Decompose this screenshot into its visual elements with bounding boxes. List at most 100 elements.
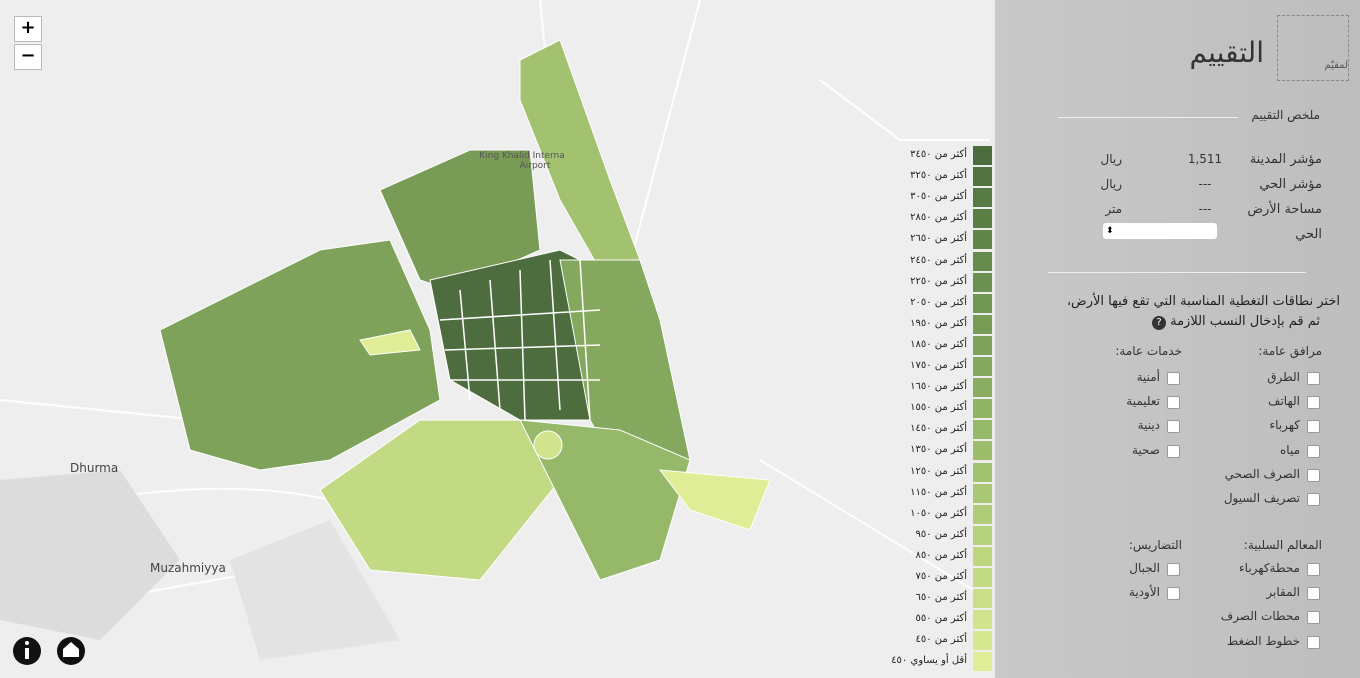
group-heading: التضاريس: [1128, 538, 1182, 552]
legend-label: أكثر من ٩٥٠ [915, 528, 967, 540]
district-select[interactable]: ⬍ [1103, 223, 1217, 239]
zoom-in[interactable]: + [14, 16, 42, 42]
divider [1058, 117, 1238, 118]
legend-swatch [973, 399, 992, 419]
row-label: مؤشر المدينة [1249, 152, 1322, 167]
info-button[interactable] [13, 637, 41, 665]
legend-label: أكثر من ١٩٥٠ [910, 317, 967, 329]
checkbox[interactable] [1307, 587, 1320, 601]
row-unit: ريال [1100, 152, 1122, 166]
checkbox[interactable] [1307, 635, 1320, 649]
airport-label: Airport [520, 161, 551, 171]
legend-label: أكثر من ٣٠٥٠ [910, 191, 967, 203]
legend-swatch [973, 441, 992, 461]
legend-swatch [973, 420, 992, 440]
checkbox[interactable] [1307, 396, 1320, 410]
legend-swatch [973, 293, 992, 313]
map: King Khalid Interna Airport Dhurma Muzah… [0, 0, 991, 665]
legend-label: أكثر من ٧٥٠ [915, 571, 967, 582]
legend-label: أكثر من ١٢٥٠ [910, 465, 967, 477]
checkbox-label: الجبال [1129, 561, 1160, 575]
checkbox[interactable] [1167, 420, 1180, 434]
checkbox-label: محطات الصرف [1220, 609, 1300, 624]
legend-swatch [973, 462, 992, 482]
legend-label: أكثر من ١١٥٠ [910, 486, 967, 498]
legend-label: أكثر من ١٠٥٠ [910, 507, 967, 519]
checkbox[interactable] [1167, 563, 1180, 576]
legend-swatch [973, 188, 992, 208]
checkbox-label: تصريف السيول [1223, 491, 1300, 505]
legend-label: أكثر من ٢٨٥٠ [910, 212, 967, 224]
checkbox-label: المقابر [1266, 585, 1300, 600]
checkbox-label: دينية [1137, 418, 1160, 433]
checkbox[interactable] [1167, 587, 1180, 601]
checkbox-label: أمنية [1136, 370, 1160, 384]
checkbox[interactable] [1167, 396, 1180, 410]
checkbox[interactable] [1307, 444, 1320, 458]
logo-text: لمقيّم [1324, 60, 1348, 71]
side-panel: لمقيّم التقييم ملخص التقييم الحي ⬍ اختر … [995, 0, 1360, 678]
checkbox-label: الطرق [1267, 370, 1300, 384]
group-heading: المعالم السلبية: [1243, 538, 1322, 552]
checkbox[interactable] [1307, 563, 1320, 576]
instructions: ثم قم بإدخال النسب اللازمة ? [1151, 314, 1320, 330]
legend-swatch [973, 167, 992, 187]
legend-label: أكثر من ١٨٥٠ [910, 338, 967, 350]
legend-swatch [973, 230, 992, 250]
legend-swatch [973, 251, 992, 271]
legend-label: أكثر من ٣٢٥٠ [910, 170, 967, 182]
legend-swatch [973, 525, 992, 545]
legend-label: أكثر من ٢٤٥٠ [910, 254, 967, 266]
help-icon[interactable]: ? [1151, 316, 1166, 330]
checkbox-label: الأودية [1128, 585, 1160, 600]
legend-label: أكثر من ١٣٥٠ [910, 444, 967, 456]
district-label: الحي [1295, 227, 1322, 242]
row-unit: ريال [1100, 177, 1122, 191]
legend-label: أكثر من ٣٤٥٠ [910, 149, 967, 160]
legend-label: أكثر من ٦٥٠ [915, 592, 967, 604]
home-button[interactable] [57, 637, 85, 665]
legend-swatch [973, 272, 992, 292]
legend-label: أقل أو يساوي ٤٥٠ [891, 655, 967, 667]
zoom-out[interactable]: − [14, 44, 42, 70]
checkbox[interactable] [1307, 611, 1320, 625]
instructions: اختر نطاقات التغطية المناسبة التي تقع في… [1066, 294, 1340, 309]
checkbox[interactable] [1167, 444, 1180, 458]
checkbox-label: مياه [1280, 442, 1300, 457]
place-label: Dhurma [70, 461, 118, 475]
row-value: --- [1198, 177, 1212, 191]
legend-label: أكثر من ١٥٥٠ [910, 402, 967, 414]
logo [1277, 15, 1349, 81]
summary-heading: ملخص التقييم [1251, 108, 1320, 122]
checkbox[interactable] [1307, 468, 1320, 482]
legend-label: أكثر من ٢٦٥٠ [910, 233, 967, 245]
row-label: مؤشر الحي [1259, 177, 1322, 192]
legend-label: أكثر من ٢٢٥٠ [910, 275, 967, 287]
legend-swatch [973, 589, 992, 609]
group-heading: خدمات عامة: [1115, 344, 1182, 358]
instructions: ثم قم بإدخال النسب اللازمة [1170, 314, 1320, 329]
checkbox[interactable] [1307, 420, 1320, 434]
legend-label: أكثر من ١٦٥٠ [910, 381, 967, 393]
legend-swatch [973, 483, 992, 503]
legend-swatch [973, 335, 992, 355]
legend-swatch [973, 610, 992, 630]
legend-label: أكثر من ٢٠٥٠ [910, 296, 967, 308]
checkbox[interactable] [1307, 493, 1320, 506]
group-heading: مرافق عامة: [1258, 344, 1322, 358]
checkbox[interactable] [1167, 372, 1180, 385]
legend-label: أكثر من ٥٥٠ [915, 613, 967, 625]
row-unit: متر [1105, 202, 1122, 216]
checkbox-label: الهاتف [1268, 394, 1300, 409]
legend-label: أكثر من ٨٥٠ [915, 549, 967, 561]
checkbox-label: محطةكهرباء [1239, 561, 1300, 575]
legend-swatch [973, 378, 992, 398]
checkbox-label: صحية [1132, 442, 1160, 457]
legend-label: أكثر من ١٧٥٠ [910, 360, 967, 371]
checkbox[interactable] [1307, 372, 1320, 385]
checkbox-label: خطوط الضغط [1227, 633, 1300, 648]
row-value: --- [1198, 202, 1212, 216]
divider [1048, 272, 1306, 273]
checkbox-label: كهرباء [1269, 418, 1300, 433]
